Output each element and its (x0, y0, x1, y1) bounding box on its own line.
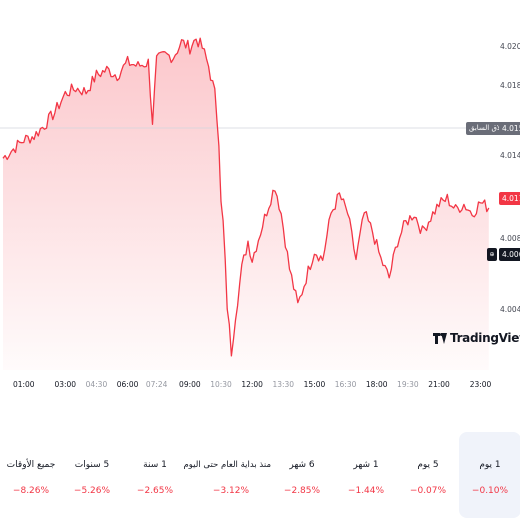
x-axis-tick-label: 15:00 (304, 380, 326, 389)
crosshair-settings-icon[interactable]: ⊕ (487, 248, 497, 261)
period-label: 1 يوم (479, 460, 501, 470)
x-axis-tick-label: 19:30 (397, 380, 419, 389)
period-change: −5.26% (73, 486, 111, 496)
period-label: منذ بداية العام حتى اليوم (183, 460, 271, 470)
x-axis-tick-label: 03:00 (54, 380, 76, 389)
period-change: −2.65% (136, 486, 174, 496)
x-axis-tick-label: 21:00 (428, 380, 450, 389)
period-ytd[interactable]: منذ بداية العام حتى اليوم −3.12% (183, 432, 271, 518)
current-price-tag: 4.0116 (499, 192, 520, 205)
x-axis-tick-label: 23:00 (470, 380, 492, 389)
period-label: 6 شهر (289, 460, 315, 470)
price-area-fill (3, 38, 489, 370)
x-axis-tick-label: 09:00 (179, 380, 201, 389)
y-axis-tick-label: 4.0140 (500, 151, 520, 160)
crosshair-price-tag: 4.0069 (499, 248, 520, 261)
period-change: −8.26% (12, 486, 50, 496)
x-axis-tick-label: 01:00 (13, 380, 35, 389)
x-axis-tick-label: 07:24 (146, 380, 168, 389)
y-axis-tick-label: 4.0180 (500, 81, 520, 90)
period-1-day[interactable]: 1 يوم −0.10% (459, 432, 520, 518)
period-1-month[interactable]: 1 شهر −1.44% (335, 432, 397, 518)
tradingview-logo: TradingView (433, 331, 520, 345)
x-axis-tick-label: 16:30 (335, 380, 357, 389)
period-selector: 1 يوم −0.10% 5 يوم −0.07% 1 شهر −1.44% 6… (0, 432, 520, 518)
x-axis-tick-label: 13:30 (272, 380, 294, 389)
period-label: 5 يوم (417, 460, 439, 470)
y-axis-tick-label: 4.0200 (500, 42, 520, 51)
period-change: −0.07% (409, 486, 447, 496)
brand-name: TradingView (450, 331, 520, 345)
x-axis-tick-label: 10:30 (210, 380, 232, 389)
price-line (2, 37, 490, 357)
period-5-years[interactable]: 5 سنوات −5.26% (61, 432, 123, 518)
period-label: جميع الأوقات (6, 460, 56, 470)
period-all-time[interactable]: جميع الأوقات −8.26% (0, 432, 62, 518)
previous-close-value: 4.0155 (499, 122, 520, 135)
period-change: −1.44% (347, 486, 385, 496)
period-label: 5 سنوات (74, 460, 110, 470)
period-change: −0.10% (471, 486, 509, 496)
tradingview-mark-icon (433, 332, 447, 344)
period-1-year[interactable]: 1 سنة −2.65% (124, 432, 186, 518)
x-axis-tick-label: 04:30 (86, 380, 108, 389)
period-change: −3.12% (212, 486, 250, 496)
x-axis-tick-label: 06:00 (117, 380, 139, 389)
x-axis-tick-label: 12:00 (241, 380, 263, 389)
period-label: 1 سنة (143, 460, 167, 470)
period-6-month[interactable]: 6 شهر −2.85% (271, 432, 333, 518)
x-axis-tick-label: 18:00 (366, 380, 388, 389)
period-label: 1 شهر (353, 460, 379, 470)
period-5-day[interactable]: 5 يوم −0.07% (397, 432, 459, 518)
y-axis-tick-label: 4.0080 (500, 234, 520, 243)
period-change: −2.85% (283, 486, 321, 496)
